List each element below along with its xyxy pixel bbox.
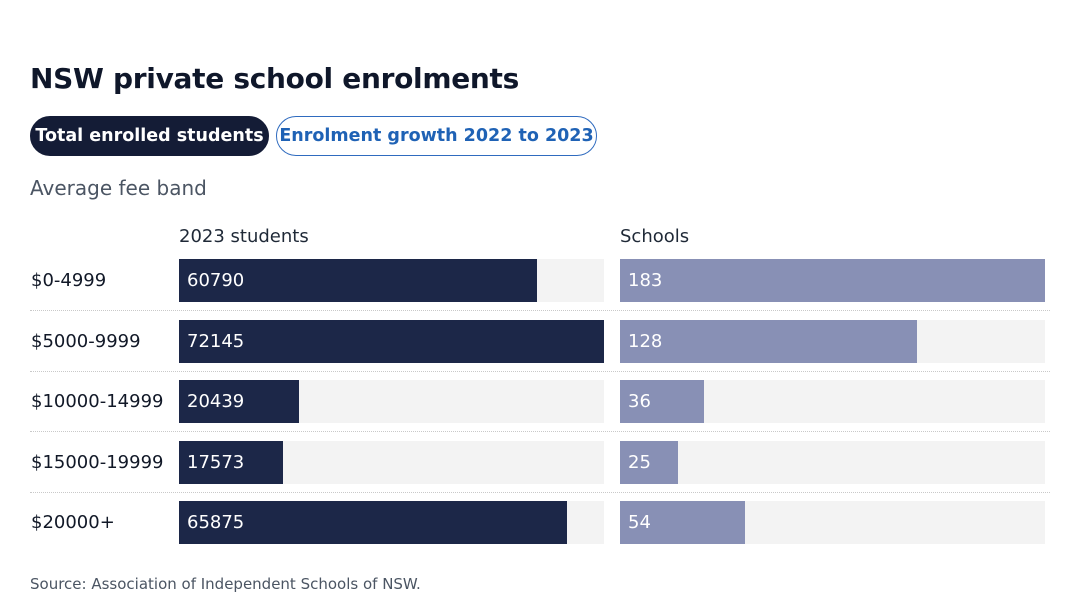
students-bar <box>179 320 604 363</box>
schools-bar <box>620 259 1045 302</box>
students-value-label: 17573 <box>187 452 245 473</box>
category-label: $5000-9999 <box>31 331 141 352</box>
schools-bar-track: 25 <box>620 441 1045 484</box>
tab-total-enrolled-students[interactable]: Total enrolled students <box>30 116 269 156</box>
schools-bar-track: 183 <box>620 259 1045 302</box>
schools-bar-track: 128 <box>620 320 1045 363</box>
schools-value-label: 36 <box>628 391 651 412</box>
schools-value-label: 54 <box>628 512 651 533</box>
schools-bar <box>620 501 746 544</box>
category-label: $0-4999 <box>31 270 107 291</box>
schools-value-label: 183 <box>628 270 663 291</box>
students-bar-track: 20439 <box>179 380 604 423</box>
source-note: Source: Association of Independent Schoo… <box>30 575 421 593</box>
students-column-header: 2023 students <box>179 226 309 247</box>
row-divider <box>30 431 1050 432</box>
students-value-label: 72145 <box>187 331 245 352</box>
students-value-label: 60790 <box>187 270 245 291</box>
students-value-label: 20439 <box>187 391 245 412</box>
schools-value-label: 25 <box>628 452 651 473</box>
students-value-label: 65875 <box>187 512 245 533</box>
schools-bar <box>620 380 704 423</box>
category-axis-title: Average fee band <box>30 176 207 200</box>
students-bar-track: 65875 <box>179 501 604 544</box>
schools-bar <box>620 441 679 484</box>
category-label: $20000+ <box>31 512 115 533</box>
students-bar-track: 17573 <box>179 441 604 484</box>
students-bar <box>179 441 283 484</box>
students-bar-track: 72145 <box>179 320 604 363</box>
chart-title: NSW private school enrolments <box>30 62 519 95</box>
students-bar <box>179 259 538 302</box>
schools-value-label: 128 <box>628 331 663 352</box>
row-divider <box>30 310 1050 311</box>
schools-bar-track: 54 <box>620 501 1045 544</box>
category-label: $15000-19999 <box>31 452 164 473</box>
schools-bar <box>620 320 918 363</box>
students-bar-track: 60790 <box>179 259 604 302</box>
students-bar <box>179 501 568 544</box>
row-divider <box>30 371 1050 372</box>
schools-column-header: Schools <box>620 226 690 247</box>
row-divider <box>30 492 1050 493</box>
category-label: $10000-14999 <box>31 391 164 412</box>
schools-bar-track: 36 <box>620 380 1045 423</box>
tab-enrolment-growth[interactable]: Enrolment growth 2022 to 2023 <box>276 116 597 156</box>
students-bar <box>179 380 300 423</box>
